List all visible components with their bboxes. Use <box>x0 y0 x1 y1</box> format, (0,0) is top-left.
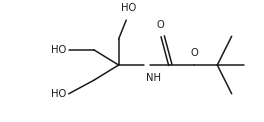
Text: O: O <box>157 20 165 30</box>
Text: HO: HO <box>121 3 136 13</box>
Text: NH: NH <box>146 73 161 83</box>
Text: O: O <box>190 48 198 58</box>
Text: HO: HO <box>51 45 66 55</box>
Text: HO: HO <box>51 89 66 99</box>
